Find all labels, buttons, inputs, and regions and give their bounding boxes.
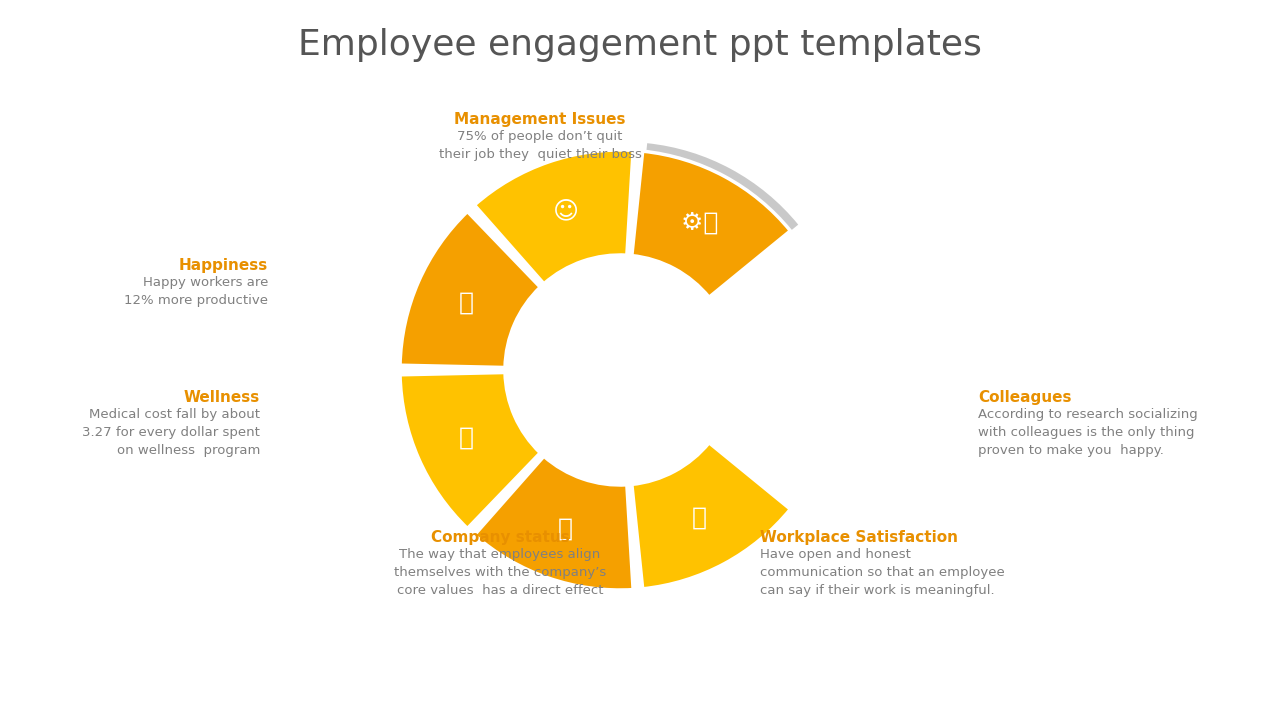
Text: Medical cost fall by about
3.27 for every dollar spent
on wellness  program: Medical cost fall by about 3.27 for ever… bbox=[82, 408, 260, 457]
Text: ☺: ☺ bbox=[553, 199, 579, 224]
Text: ⚙⁠🤝: ⚙⁠🤝 bbox=[681, 210, 718, 235]
Text: 75% of people don’t quit
their job they  quiet their boss: 75% of people don’t quit their job they … bbox=[439, 130, 641, 161]
Text: 💪: 💪 bbox=[460, 291, 474, 315]
Wedge shape bbox=[475, 456, 634, 590]
Text: Happiness: Happiness bbox=[179, 258, 268, 273]
Text: Wellness: Wellness bbox=[184, 390, 260, 405]
Wedge shape bbox=[632, 443, 790, 589]
Text: Colleagues: Colleagues bbox=[978, 390, 1071, 405]
Text: Happy workers are
12% more productive: Happy workers are 12% more productive bbox=[124, 276, 268, 307]
Wedge shape bbox=[475, 150, 634, 284]
Text: 📊: 📊 bbox=[460, 426, 474, 449]
Text: The way that employees align
themselves with the company’s
core values  has a di: The way that employees align themselves … bbox=[394, 548, 607, 597]
Wedge shape bbox=[636, 143, 799, 295]
Wedge shape bbox=[401, 372, 540, 528]
Text: Have open and honest
communication so that an employee
can say if their work is : Have open and honest communication so th… bbox=[760, 548, 1005, 597]
Text: Management Issues: Management Issues bbox=[454, 112, 626, 127]
Text: According to research socializing
with colleagues is the only thing
proven to ma: According to research socializing with c… bbox=[978, 408, 1198, 457]
Text: Workplace Satisfaction: Workplace Satisfaction bbox=[760, 530, 957, 545]
Text: 💻: 💻 bbox=[558, 516, 573, 541]
Wedge shape bbox=[401, 212, 540, 367]
Text: Company status: Company status bbox=[430, 530, 570, 545]
Text: 👥: 👥 bbox=[692, 505, 707, 529]
Text: Employee engagement ppt templates: Employee engagement ppt templates bbox=[298, 28, 982, 62]
Wedge shape bbox=[632, 151, 790, 297]
